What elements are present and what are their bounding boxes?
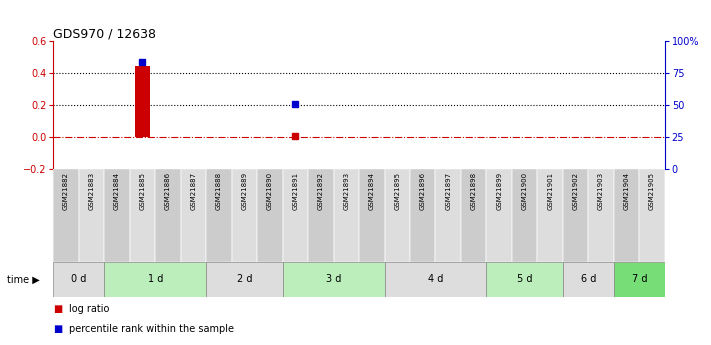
Text: GSM21883: GSM21883 [89, 172, 95, 210]
Bar [53, 262, 105, 297]
Text: GSM21900: GSM21900 [522, 172, 528, 210]
Bar [614, 169, 639, 262]
Text: GSM21897: GSM21897 [445, 172, 451, 210]
Text: GSM21884: GSM21884 [114, 172, 120, 210]
Text: GSM21896: GSM21896 [419, 172, 426, 210]
Text: GSM21903: GSM21903 [598, 172, 604, 210]
Bar [614, 262, 665, 297]
Text: GSM21898: GSM21898 [471, 172, 476, 210]
Text: GSM21882: GSM21882 [63, 172, 69, 210]
Bar [410, 169, 435, 262]
Text: GSM21885: GSM21885 [139, 172, 146, 210]
Bar [461, 169, 486, 262]
Text: 6 d: 6 d [581, 275, 596, 284]
Bar [538, 169, 563, 262]
Bar [512, 169, 538, 262]
Bar [105, 262, 206, 297]
Text: log ratio: log ratio [69, 304, 109, 314]
Text: GDS970 / 12638: GDS970 / 12638 [53, 27, 156, 40]
Bar [385, 169, 410, 262]
Bar [105, 169, 129, 262]
Text: ■: ■ [53, 304, 63, 314]
Bar [129, 169, 155, 262]
Text: GSM21892: GSM21892 [318, 172, 324, 210]
Text: GSM21891: GSM21891 [292, 172, 299, 210]
Text: GSM21905: GSM21905 [649, 172, 655, 210]
Bar [79, 169, 105, 262]
Text: 3 d: 3 d [326, 275, 341, 284]
Bar [206, 169, 232, 262]
Text: 1 d: 1 d [148, 275, 163, 284]
Text: percentile rank within the sample: percentile rank within the sample [69, 324, 234, 334]
Text: GSM21888: GSM21888 [216, 172, 222, 210]
Text: GSM21886: GSM21886 [165, 172, 171, 210]
Text: time ▶: time ▶ [7, 275, 40, 284]
Text: GSM21893: GSM21893 [343, 172, 349, 210]
Text: 5 d: 5 d [517, 275, 533, 284]
Bar [486, 262, 563, 297]
Text: ■: ■ [53, 324, 63, 334]
Text: GSM21894: GSM21894 [369, 172, 375, 210]
Text: 7 d: 7 d [631, 275, 647, 284]
Text: 0 d: 0 d [71, 275, 87, 284]
Bar [385, 262, 486, 297]
Bar [232, 169, 257, 262]
Text: GSM21889: GSM21889 [242, 172, 247, 210]
Bar [589, 169, 614, 262]
Text: GSM21899: GSM21899 [496, 172, 502, 210]
Bar [359, 169, 385, 262]
Bar [563, 169, 589, 262]
Text: 4 d: 4 d [428, 275, 443, 284]
Text: GSM21902: GSM21902 [572, 172, 579, 210]
Text: GSM21904: GSM21904 [624, 172, 629, 210]
Bar [308, 169, 333, 262]
Bar [435, 169, 461, 262]
Bar [486, 169, 512, 262]
Text: GSM21887: GSM21887 [191, 172, 196, 210]
Bar [53, 169, 79, 262]
Text: GSM21890: GSM21890 [267, 172, 273, 210]
Bar [563, 262, 614, 297]
Bar [155, 169, 181, 262]
Text: GSM21895: GSM21895 [395, 172, 400, 210]
Bar [206, 262, 283, 297]
Bar [257, 169, 283, 262]
Bar [283, 262, 385, 297]
Text: GSM21901: GSM21901 [547, 172, 553, 210]
Bar [181, 169, 206, 262]
Text: 2 d: 2 d [237, 275, 252, 284]
Bar [639, 169, 665, 262]
Bar [135, 66, 150, 137]
Bar [283, 169, 308, 262]
Bar [333, 169, 359, 262]
